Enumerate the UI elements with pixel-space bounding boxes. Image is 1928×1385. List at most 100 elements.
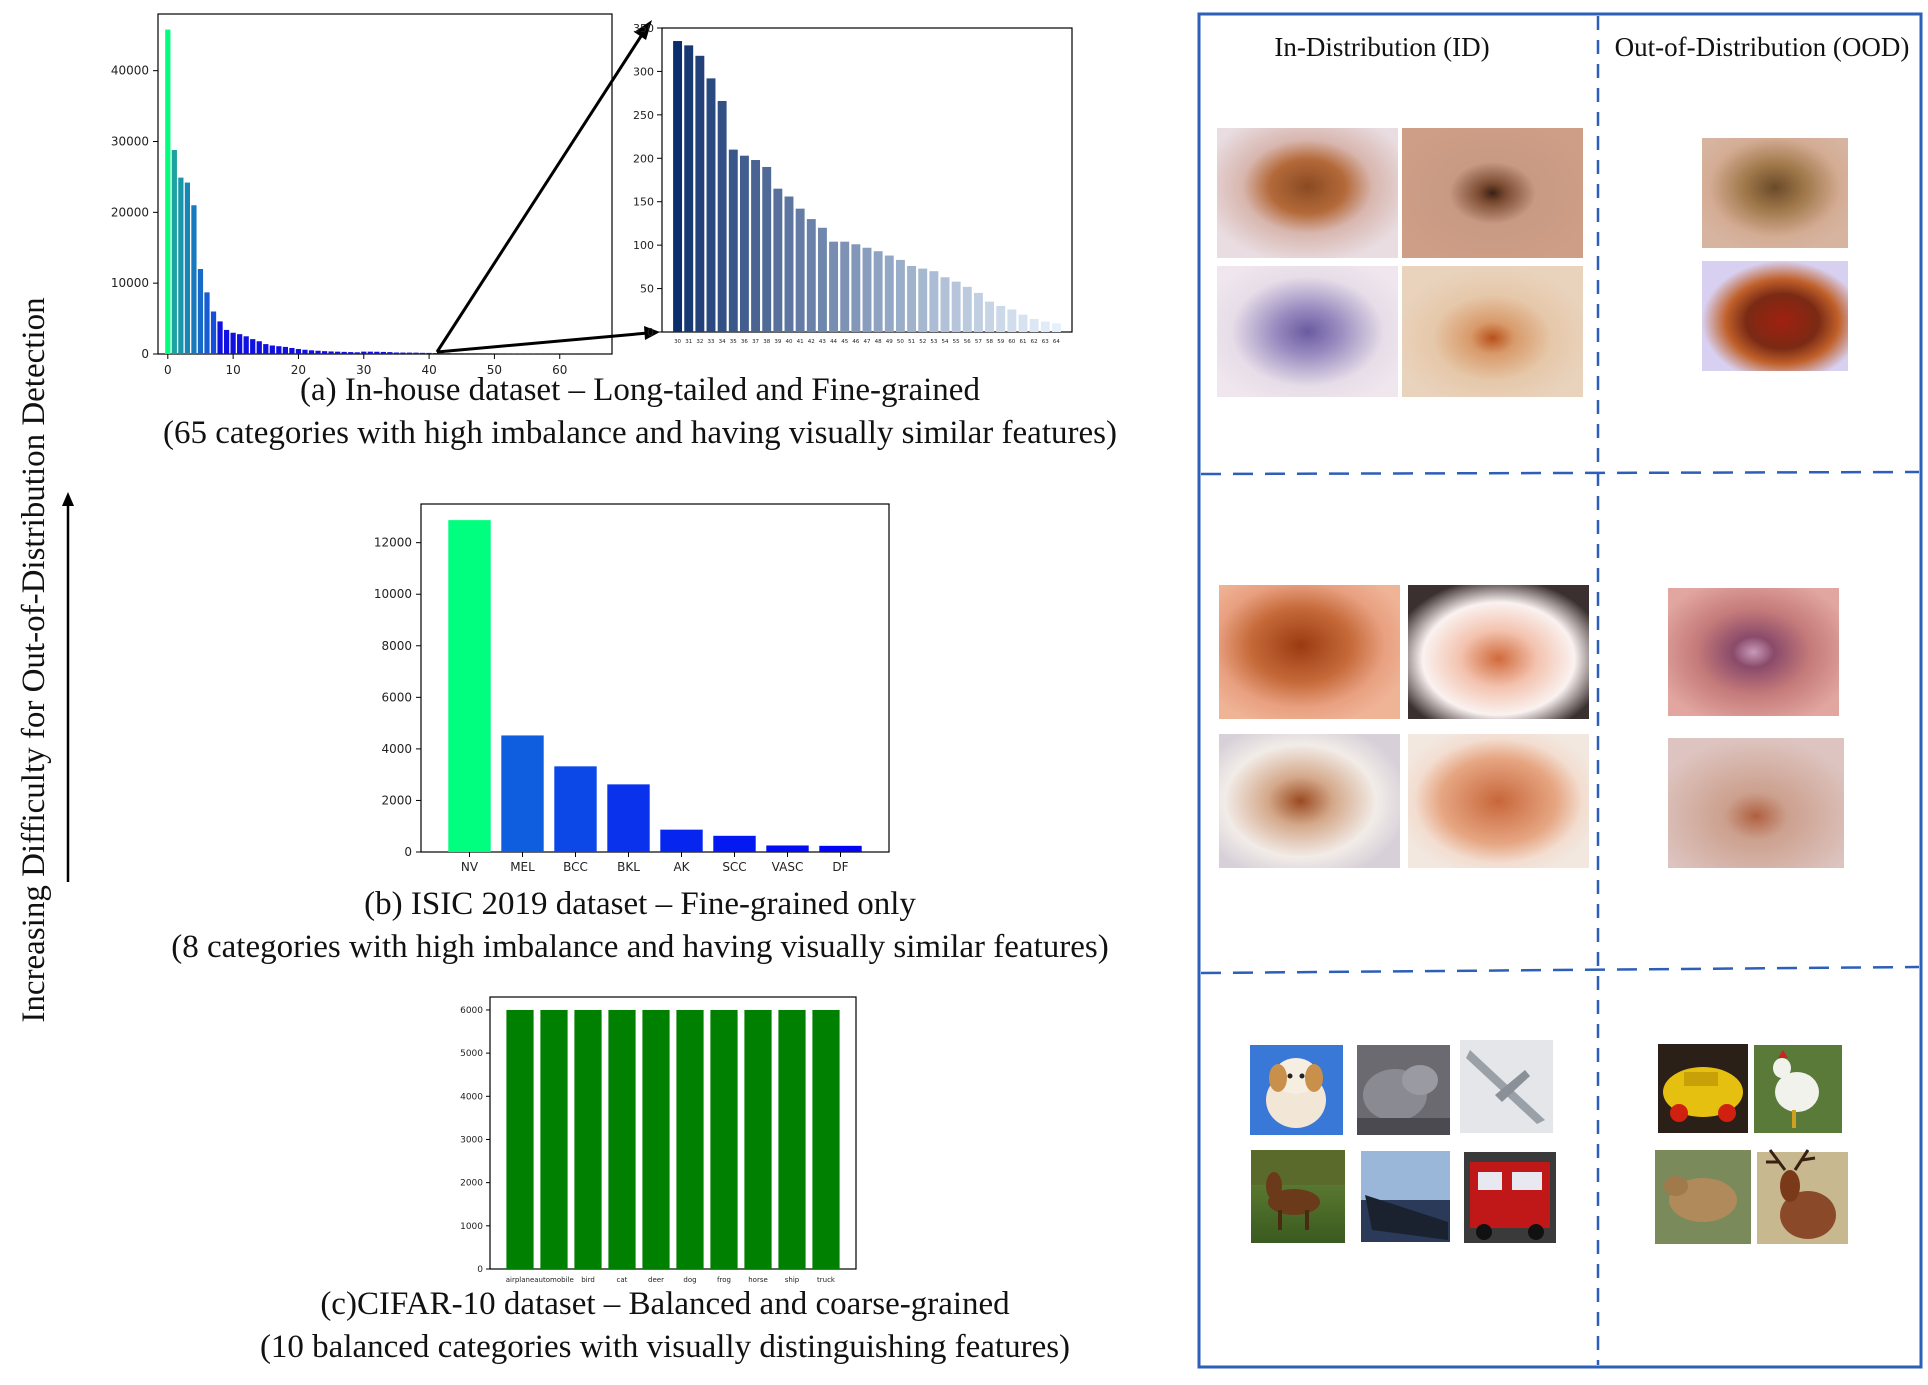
caption-c-line2: (10 balanced categories with visually di… xyxy=(260,1329,1070,1365)
bar-in-house-24 xyxy=(321,351,328,354)
xtick-label: bird xyxy=(581,1276,595,1284)
bar-in-house-36 xyxy=(400,352,406,354)
skin-lesion-6 xyxy=(1408,585,1589,719)
skin-lesion-2 xyxy=(1402,128,1583,258)
bar-isic-SCC xyxy=(713,835,756,852)
bar-zoom-46 xyxy=(851,244,861,332)
ytick-label: 10000 xyxy=(111,276,149,290)
zoom-arrow-lower xyxy=(436,331,649,354)
skin-lesion-5 xyxy=(1219,585,1400,719)
bar-zoom-54 xyxy=(940,277,950,332)
bar-cifar-ship xyxy=(778,1009,806,1269)
xtick-label: AK xyxy=(673,860,690,874)
xtick-label: 44 xyxy=(830,339,837,345)
bar-in-house-47 xyxy=(472,353,478,354)
ytick-label: 20000 xyxy=(111,205,149,219)
xtick-label: 36 xyxy=(741,339,748,345)
xtick-label: 46 xyxy=(852,339,859,345)
panel-divider-row2 xyxy=(1200,965,1920,975)
bar-zoom-43 xyxy=(817,227,827,332)
bar-zoom-61 xyxy=(1018,314,1028,332)
bar-in-house-16 xyxy=(269,345,275,354)
xtick-label: 10 xyxy=(225,363,240,377)
bar-in-house-44 xyxy=(452,353,458,354)
xtick-label: VASC xyxy=(772,860,804,874)
bar-zoom-63 xyxy=(1040,321,1050,332)
bar-cifar-deer xyxy=(642,1009,670,1269)
bar-in-house-15 xyxy=(263,344,269,354)
xtick-label: 52 xyxy=(919,339,926,345)
bar-zoom-53 xyxy=(929,271,939,332)
ytick-label: 50 xyxy=(640,283,654,296)
bar-in-house-0 xyxy=(165,29,171,354)
bar-isic-BCC xyxy=(554,766,597,852)
xtick-label: horse xyxy=(748,1276,768,1284)
bar-zoom-36 xyxy=(739,155,749,332)
ytick-label: 12000 xyxy=(374,536,412,550)
bar-in-house-38 xyxy=(413,352,419,354)
bar-zoom-42 xyxy=(806,219,816,332)
ytick-label: 5000 xyxy=(460,1049,483,1059)
xtick-label: 61 xyxy=(1020,339,1027,345)
xtick-label: 62 xyxy=(1031,339,1038,345)
bar-in-house-42 xyxy=(439,353,445,354)
bar-in-house-10 xyxy=(230,332,236,354)
bar-zoom-50 xyxy=(895,259,905,332)
ytick-label: 100 xyxy=(633,239,654,252)
bar-cifar-airplane xyxy=(506,1009,534,1269)
ytick-label: 0 xyxy=(404,845,412,859)
bar-cifar-bird xyxy=(574,1009,602,1269)
zoom-arrow-lower-head xyxy=(644,326,660,340)
skin-lesion-ood-3 xyxy=(1668,588,1839,716)
bar-in-house-13 xyxy=(250,339,256,354)
bar-zoom-51 xyxy=(907,265,917,332)
bar-zoom-40 xyxy=(784,196,794,332)
bar-in-house-45 xyxy=(459,353,465,354)
xtick-label: DF xyxy=(832,860,848,874)
bar-in-house-11 xyxy=(237,334,243,354)
xtick-label: 60 xyxy=(1008,339,1015,345)
bar-zoom-47 xyxy=(862,247,872,332)
xtick-label: 51 xyxy=(908,339,915,345)
ytick-label: 350 xyxy=(633,22,654,35)
bar-in-house-1 xyxy=(171,150,177,354)
bar-zoom-49 xyxy=(884,255,894,332)
bar-zoom-30 xyxy=(673,41,683,333)
xtick-label: 45 xyxy=(841,339,848,345)
xtick-label: dog xyxy=(683,1276,696,1284)
bar-isic-BKL xyxy=(607,784,650,852)
xtick-label: 59 xyxy=(997,339,1004,345)
skin-lesion-4 xyxy=(1402,266,1583,397)
header-out-of-distribution: Out-of-Distribution (OOD) xyxy=(1615,32,1910,62)
xtick-label: 48 xyxy=(875,339,882,345)
xtick-label: 40 xyxy=(421,363,436,377)
bar-in-house-46 xyxy=(465,353,471,354)
xtick-label: 60 xyxy=(552,363,567,377)
bar-isic-AK xyxy=(660,829,703,852)
bar-in-house-40 xyxy=(426,352,432,354)
xtick-label: 57 xyxy=(975,339,982,345)
bar-in-house-52 xyxy=(504,353,511,354)
bar-in-house-6 xyxy=(204,292,210,354)
bar-zoom-34 xyxy=(717,100,727,333)
xtick-label: 50 xyxy=(487,363,502,377)
bar-zoom-37 xyxy=(751,160,761,332)
caption-b-line1: (b) ISIC 2019 dataset – Fine-grained onl… xyxy=(364,886,916,922)
xtick-label: 43 xyxy=(819,339,826,345)
skin-lesion-ood-2 xyxy=(1702,261,1848,371)
bar-zoom-52 xyxy=(918,268,928,332)
xtick-label: 64 xyxy=(1053,339,1060,345)
bar-zoom-57 xyxy=(973,292,983,332)
skin-lesion-ood-1 xyxy=(1702,138,1848,248)
bar-in-house-33 xyxy=(380,351,386,354)
bar-in-house-20 xyxy=(295,349,302,354)
bar-in-house-7 xyxy=(210,311,217,354)
caption-a-line1: (a) In-house dataset – Long-tailed and F… xyxy=(300,372,980,408)
bar-in-house-48 xyxy=(478,353,484,354)
panel-divider-row1 xyxy=(1200,470,1920,476)
bar-isic-VASC xyxy=(766,845,809,852)
xtick-label: ship xyxy=(785,1276,800,1284)
bar-in-house-41 xyxy=(433,352,439,354)
bar-cifar-dog xyxy=(676,1009,704,1269)
